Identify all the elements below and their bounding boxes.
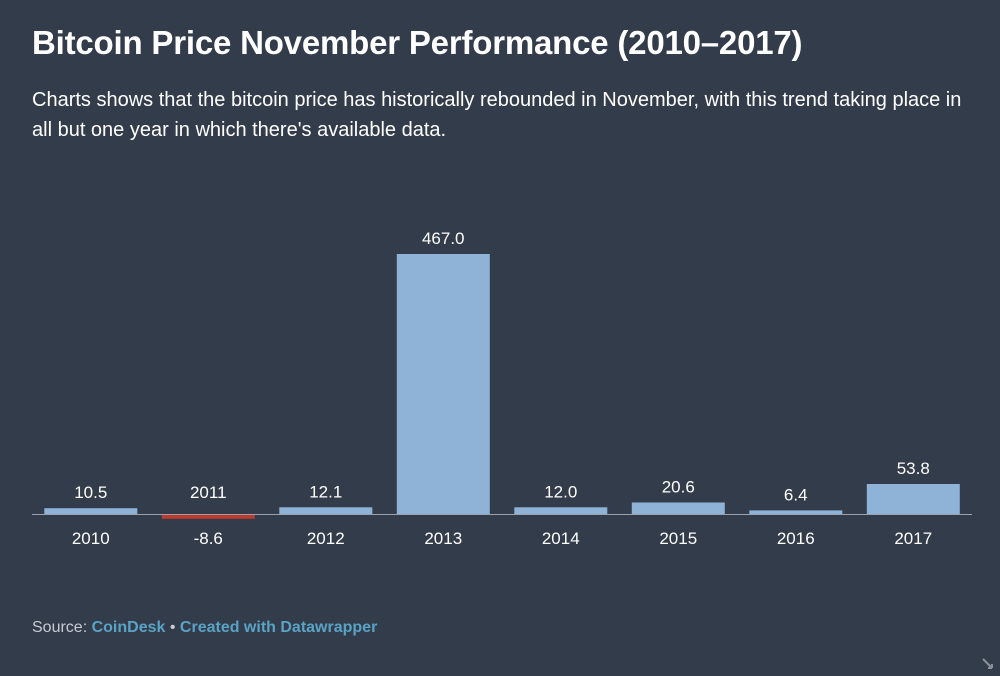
category-label-2011: 2011	[190, 483, 227, 502]
bar-2016	[749, 510, 843, 514]
chart-subtitle: Charts shows that the bitcoin price has …	[32, 89, 962, 141]
value-label-2015: 20.6	[662, 478, 695, 497]
category-label-2015: 2015	[659, 529, 697, 548]
bar-2010	[44, 508, 138, 514]
resize-grip-icon[interactable]	[980, 656, 994, 670]
category-label-2013: 2013	[424, 529, 462, 548]
datawrapper-credit-link[interactable]: Created with Datawrapper	[179, 619, 378, 636]
value-label-2011: -8.6	[194, 529, 223, 548]
category-label-2016: 2016	[777, 529, 815, 548]
value-label-2012: 12.1	[309, 482, 342, 501]
bar-2015	[631, 502, 725, 514]
category-label-2017: 2017	[894, 529, 932, 548]
value-label-2017: 53.8	[897, 459, 930, 478]
category-label-2010: 2010	[72, 529, 110, 548]
source-label: Source:	[32, 619, 88, 636]
bar-2013	[396, 254, 490, 514]
value-label-2010: 10.5	[74, 483, 107, 502]
footer-separator: •	[169, 619, 176, 636]
category-label-2012: 2012	[307, 529, 345, 548]
source-link[interactable]: CoinDesk	[91, 619, 166, 636]
bar-2014	[514, 507, 608, 514]
bar-2017	[866, 484, 960, 514]
value-label-2013: 467.0	[422, 229, 465, 248]
category-label-2014: 2014	[542, 529, 580, 548]
value-label-2014: 12.0	[544, 482, 577, 501]
chart-title: Bitcoin Price November Performance (2010…	[32, 24, 803, 61]
footer: Source: CoinDesk • Created with Datawrap…	[32, 619, 377, 637]
bar-2012	[279, 507, 373, 514]
value-label-2016: 6.4	[784, 485, 808, 504]
bar-2011	[161, 514, 255, 519]
